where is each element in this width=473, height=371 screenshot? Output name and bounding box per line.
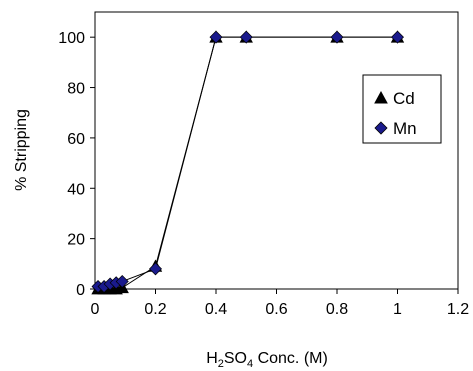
y-tick-label: 20 [67, 232, 85, 249]
y-tick-label: 40 [67, 181, 85, 198]
y-axis-title: % Stripping [13, 109, 30, 191]
y-tick-label: 0 [76, 282, 85, 299]
series-line-cd [98, 36, 398, 290]
series-lines [98, 36, 398, 290]
x-axis-title-prefix: H [206, 350, 218, 367]
x-tick-label: 1 [393, 301, 402, 318]
x-axis-title-mid: SO [224, 350, 247, 367]
x-axis-title: H2SO4 Conc. (M) [206, 350, 328, 370]
legend: Cd Mn [362, 74, 442, 144]
series-line-mn [98, 36, 398, 287]
axis-ticks: 0 0.2 0.4 0.6 0.8 1 1.2 0 20 40 60 80 100 [58, 30, 469, 318]
y-tick-label: 100 [58, 30, 85, 47]
series-markers [91, 30, 405, 295]
x-axis-title-suffix: Conc. (M) [253, 350, 328, 367]
point-mn [209, 30, 223, 44]
x-tick-label: 0.4 [205, 301, 227, 318]
x-tick-label: 0 [91, 301, 100, 318]
x-tick-label: 1.2 [447, 301, 469, 318]
plot-area [94, 11, 459, 290]
legend-box [362, 74, 442, 144]
legend-cd-marker [374, 90, 388, 104]
x-axis-title-sub1: 2 [218, 358, 224, 370]
point-mn [239, 30, 253, 44]
point-mn [330, 30, 344, 44]
x-tick-label: 0.6 [265, 301, 287, 318]
legend-cd-label: Cd [393, 89, 415, 108]
x-axis-title-sub2: 4 [247, 358, 253, 370]
x-tick-label: 0.8 [326, 301, 348, 318]
legend-mn-label: Mn [393, 119, 417, 138]
y-tick-label: 60 [67, 131, 85, 148]
x-tick-label: 0.2 [144, 301, 166, 318]
point-mn [149, 262, 162, 276]
point-mn [115, 274, 129, 288]
y-tick-label: 80 [67, 81, 85, 98]
legend-mn-marker [374, 121, 388, 135]
point-mn [391, 30, 404, 44]
